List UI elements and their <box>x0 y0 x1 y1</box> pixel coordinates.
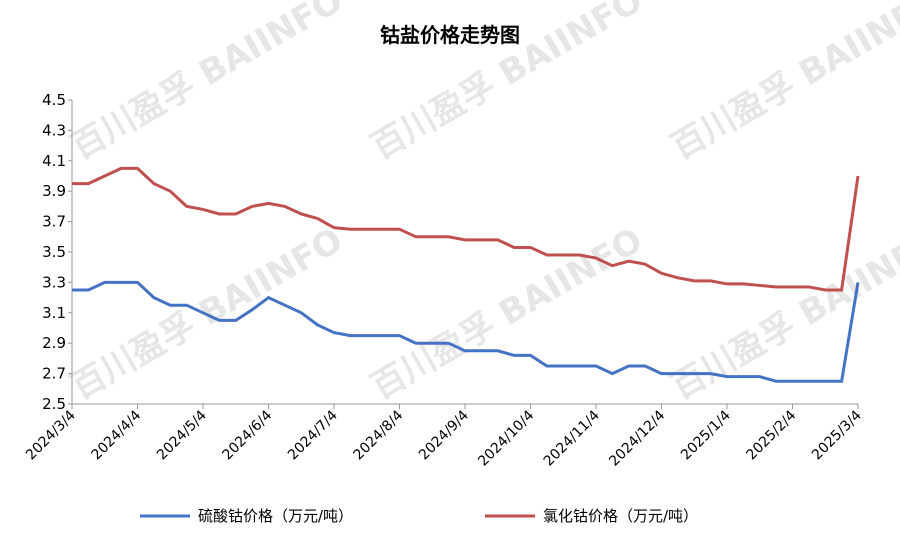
y-tick-label: 3.9 <box>42 182 66 200</box>
y-tick-label: 3.7 <box>42 213 66 231</box>
series-line <box>72 168 858 290</box>
x-tick-label: 2025/2/4 <box>744 407 800 463</box>
watermark: 百川盈孚 BAIINFO <box>65 0 350 168</box>
x-tick-label: 2025/3/4 <box>809 407 865 463</box>
x-tick-label: 2024/5/4 <box>154 407 210 463</box>
x-tick-label: 2025/1/4 <box>678 407 734 463</box>
x-tick-label: 2024/7/4 <box>285 407 341 463</box>
y-tick-label: 2.7 <box>42 365 66 383</box>
x-tick-label: 2024/4/4 <box>89 407 145 463</box>
y-tick-label: 4.5 <box>42 91 66 109</box>
y-tick-label: 3.3 <box>42 273 66 291</box>
x-tick-label: 2024/12/4 <box>606 407 668 469</box>
x-tick-label: 2024/6/4 <box>220 407 276 463</box>
y-tick-label: 2.9 <box>42 334 66 352</box>
y-tick-label: 2.5 <box>42 395 66 413</box>
watermark: 百川盈孚 BAIINFO <box>665 0 900 168</box>
x-tick-label: 2024/11/4 <box>541 407 603 469</box>
x-tick-label: 2024/10/4 <box>475 407 537 469</box>
x-tick-label: 2024/9/4 <box>416 407 472 463</box>
chart-title: 钴盐价格走势图 <box>380 23 520 47</box>
y-tick-label: 3.5 <box>42 243 66 261</box>
x-tick-label: 2024/8/4 <box>351 407 407 463</box>
y-tick-label: 4.3 <box>42 121 66 139</box>
watermark: 百川盈孚 BAIINFO <box>665 220 900 408</box>
legend-label: 氯化钴价格（万元/吨） <box>543 507 698 525</box>
y-tick-label: 3.1 <box>42 304 66 322</box>
watermark: 百川盈孚 BAIINFO <box>365 220 650 408</box>
x-tick-label: 2024/3/4 <box>23 407 79 463</box>
legend-label: 硫酸钴价格（万元/吨） <box>198 507 353 525</box>
y-tick-label: 4.1 <box>42 152 66 170</box>
